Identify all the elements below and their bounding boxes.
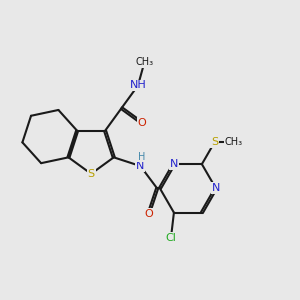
Text: O: O — [137, 118, 146, 128]
Text: N: N — [136, 161, 145, 171]
Text: N: N — [212, 183, 220, 194]
Text: Cl: Cl — [166, 233, 176, 243]
Text: NH: NH — [130, 80, 146, 91]
Text: S: S — [88, 169, 95, 179]
Text: H: H — [138, 152, 146, 162]
Text: N: N — [170, 159, 178, 169]
Text: S: S — [211, 137, 218, 147]
Text: CH₃: CH₃ — [135, 58, 153, 68]
Text: CH₃: CH₃ — [225, 137, 243, 147]
Text: O: O — [144, 208, 153, 218]
